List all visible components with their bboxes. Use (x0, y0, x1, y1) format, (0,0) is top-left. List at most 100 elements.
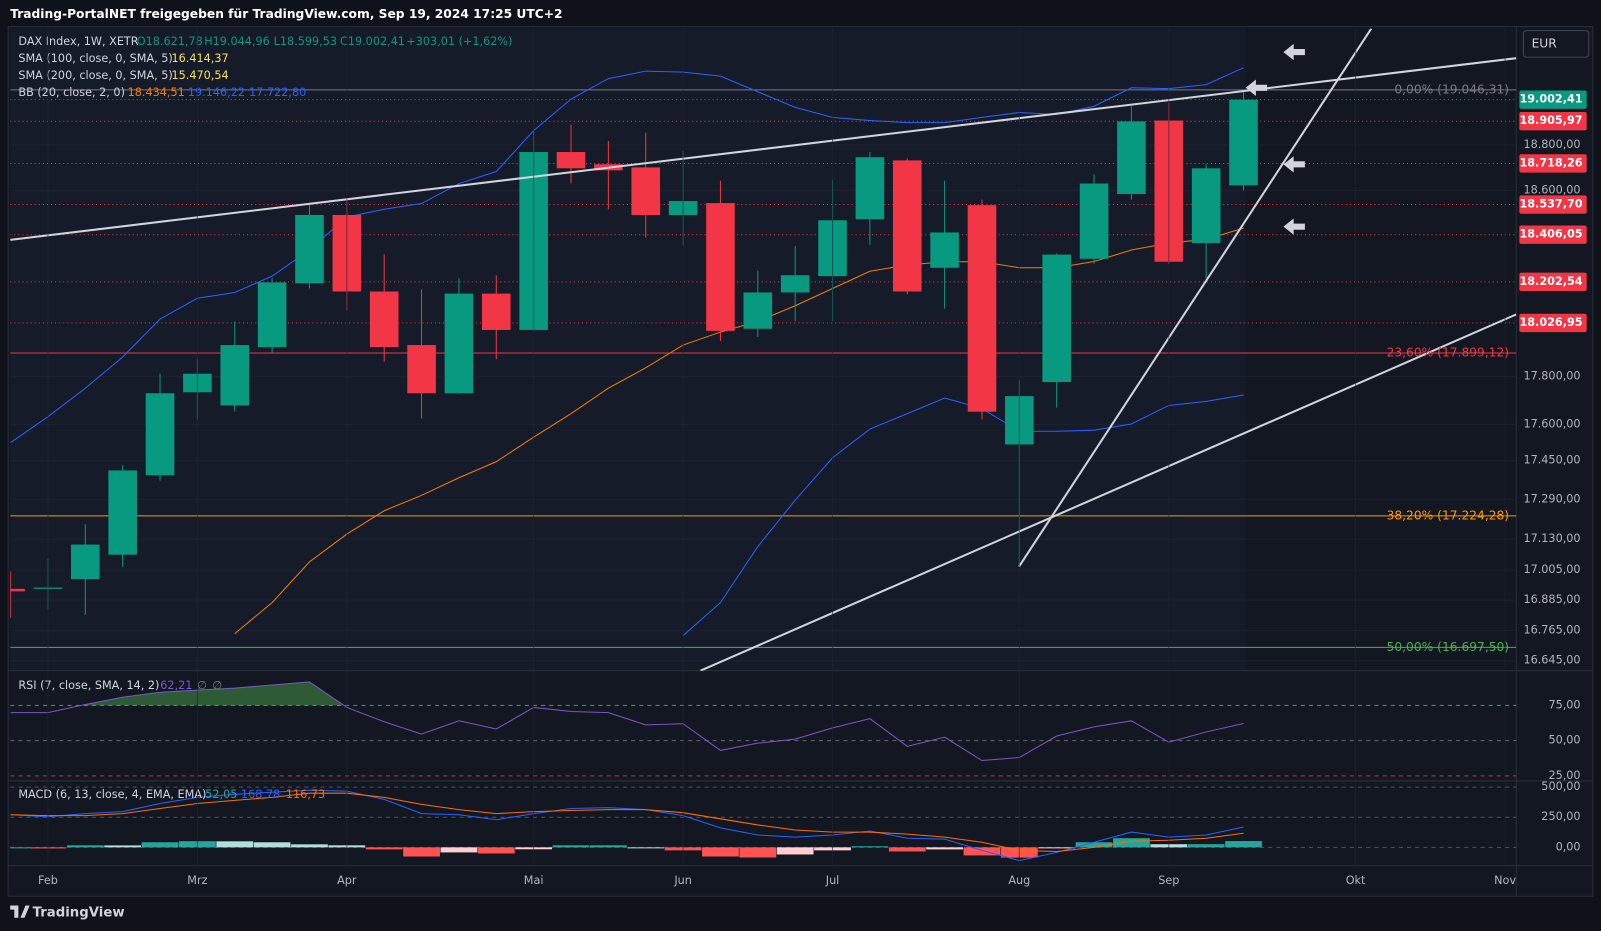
candle-body (930, 232, 959, 268)
histogram-bar (739, 847, 777, 858)
indicator-readout: ∅ (197, 679, 207, 692)
arrow (1283, 156, 1305, 173)
y-tick-label: 17.600,00 (1523, 417, 1580, 430)
ohlc-open: O18.621,78 (137, 35, 203, 48)
y-tick-label: 16.765,00 (1523, 623, 1580, 636)
candle-body (220, 345, 250, 406)
histogram-bar (440, 847, 478, 853)
price-tag-label: 18.202,54 (1519, 275, 1582, 288)
candle-body (71, 544, 100, 580)
histogram-bar (104, 845, 142, 848)
histogram-bar (888, 847, 926, 852)
candle-body (108, 470, 137, 555)
overbought-area (80, 681, 344, 706)
logo-mark (10, 905, 30, 918)
x-tick-label: Aug (1008, 874, 1030, 887)
candle-body (10, 588, 25, 592)
price-tag (1519, 154, 1587, 173)
y-tick-label: 17.450,00 (1523, 454, 1580, 467)
histogram-bar (1038, 847, 1076, 849)
share-title: Trading-PortalNET freigegeben für Tradin… (10, 7, 562, 21)
indicator-readout: 168,78 (241, 788, 280, 801)
candle-body (1042, 254, 1072, 383)
main-pane (10, 67, 1517, 662)
histogram-bar (291, 844, 328, 848)
candle-body (295, 215, 324, 284)
currency-button[interactable] (1522, 30, 1590, 58)
candle-body (556, 152, 586, 169)
ohlc-low: L18.599,53 (274, 35, 337, 48)
macd-line (10, 792, 1244, 852)
bollinger-line (682, 394, 1244, 637)
price-tag (1519, 225, 1587, 244)
rsi-pane (10, 681, 1517, 777)
candle-body (369, 291, 399, 348)
indicator-name: RSI (7, close, SMA, 14, 2) (18, 679, 159, 692)
y-tick-label: 17.005,00 (1523, 563, 1580, 576)
y-tick-label: 18.800,00 (1523, 138, 1580, 151)
ohlc-high: H19.044,96 (204, 35, 270, 48)
price-tag (1519, 195, 1587, 214)
price-tag (1519, 90, 1587, 109)
price-tag (1519, 112, 1587, 131)
indicator-readout: 19.146,22 (188, 86, 245, 99)
histogram-bar (926, 847, 964, 850)
candle-body (743, 292, 773, 329)
histogram-bar (552, 845, 590, 848)
indicator-name: BB (20, close, 2, 0) (18, 86, 125, 99)
y-tick-label: 18.600,00 (1523, 183, 1580, 196)
fib-label: 38,20% (17.224,28) (1387, 508, 1510, 522)
price-tag-label: 19.002,41 (1519, 93, 1582, 106)
candle-body (967, 205, 997, 412)
overbought-fill (80, 681, 344, 706)
histogram-bar (589, 845, 627, 848)
indicator-name: SMA (100, close, 0, SMA, 5) (18, 52, 172, 65)
histogram-bar (627, 847, 665, 849)
arrow (1283, 43, 1305, 61)
x-tick-label: Jul (825, 874, 840, 887)
brand: TradingView (33, 906, 125, 921)
indicator-name: SMA (200, close, 0, SMA, 5) (18, 69, 172, 82)
histogram-bar (403, 847, 440, 857)
candle-body (481, 293, 511, 330)
candle-body (1079, 183, 1109, 259)
arrow (1245, 79, 1268, 96)
fib-label: 50,00% (16.697,50) (1387, 640, 1510, 654)
histogram-bar (963, 847, 1001, 856)
candle-body (1229, 99, 1258, 186)
symbol: DAX Index, 1W, XETR (18, 35, 138, 48)
x-tick-label: Mrz (187, 874, 207, 887)
y-tick-label: 17.290,00 (1523, 493, 1580, 506)
y-tick-label: 25,00 (1548, 769, 1580, 782)
x-tick-label: Mai (524, 874, 544, 887)
histogram-bar (1187, 844, 1225, 848)
candle-body (1191, 168, 1221, 244)
price-tag (1519, 313, 1587, 333)
y-tick-label: 16.645,00 (1523, 654, 1580, 667)
x-tick-label: Jun (673, 874, 692, 887)
candle-body (407, 345, 436, 394)
histogram-bar (253, 842, 291, 848)
rsi-line (10, 681, 1244, 762)
fib-label: 23,60% (17.899,12) (1387, 346, 1510, 360)
y-tick-label: 0,00 (1556, 840, 1581, 853)
y-tick-label: 17.130,00 (1523, 532, 1580, 545)
x-tick-label: Nov (1494, 874, 1516, 887)
histogram-bar (1075, 842, 1113, 848)
indicator-readout: 18.434,51 (128, 86, 185, 99)
arrow (1283, 218, 1305, 235)
y-tick-label: 17.800,00 (1523, 370, 1580, 383)
candle-body (780, 275, 810, 293)
candle-body (631, 167, 661, 216)
candle-body (257, 282, 287, 348)
histogram-bar (1113, 838, 1150, 848)
drawings (10, 28, 1517, 671)
labels: 18.800,00 18.600,00 17.800,00 17.600,00 17.4… (18, 28, 1587, 887)
x-tick-label: Feb (38, 874, 58, 887)
indicator-readout: 52,05 (205, 788, 237, 801)
histogram-bar (1225, 841, 1262, 848)
histogram-bar (776, 847, 814, 855)
x-tick-label: Apr (337, 874, 357, 887)
histogram-bar (141, 842, 179, 848)
